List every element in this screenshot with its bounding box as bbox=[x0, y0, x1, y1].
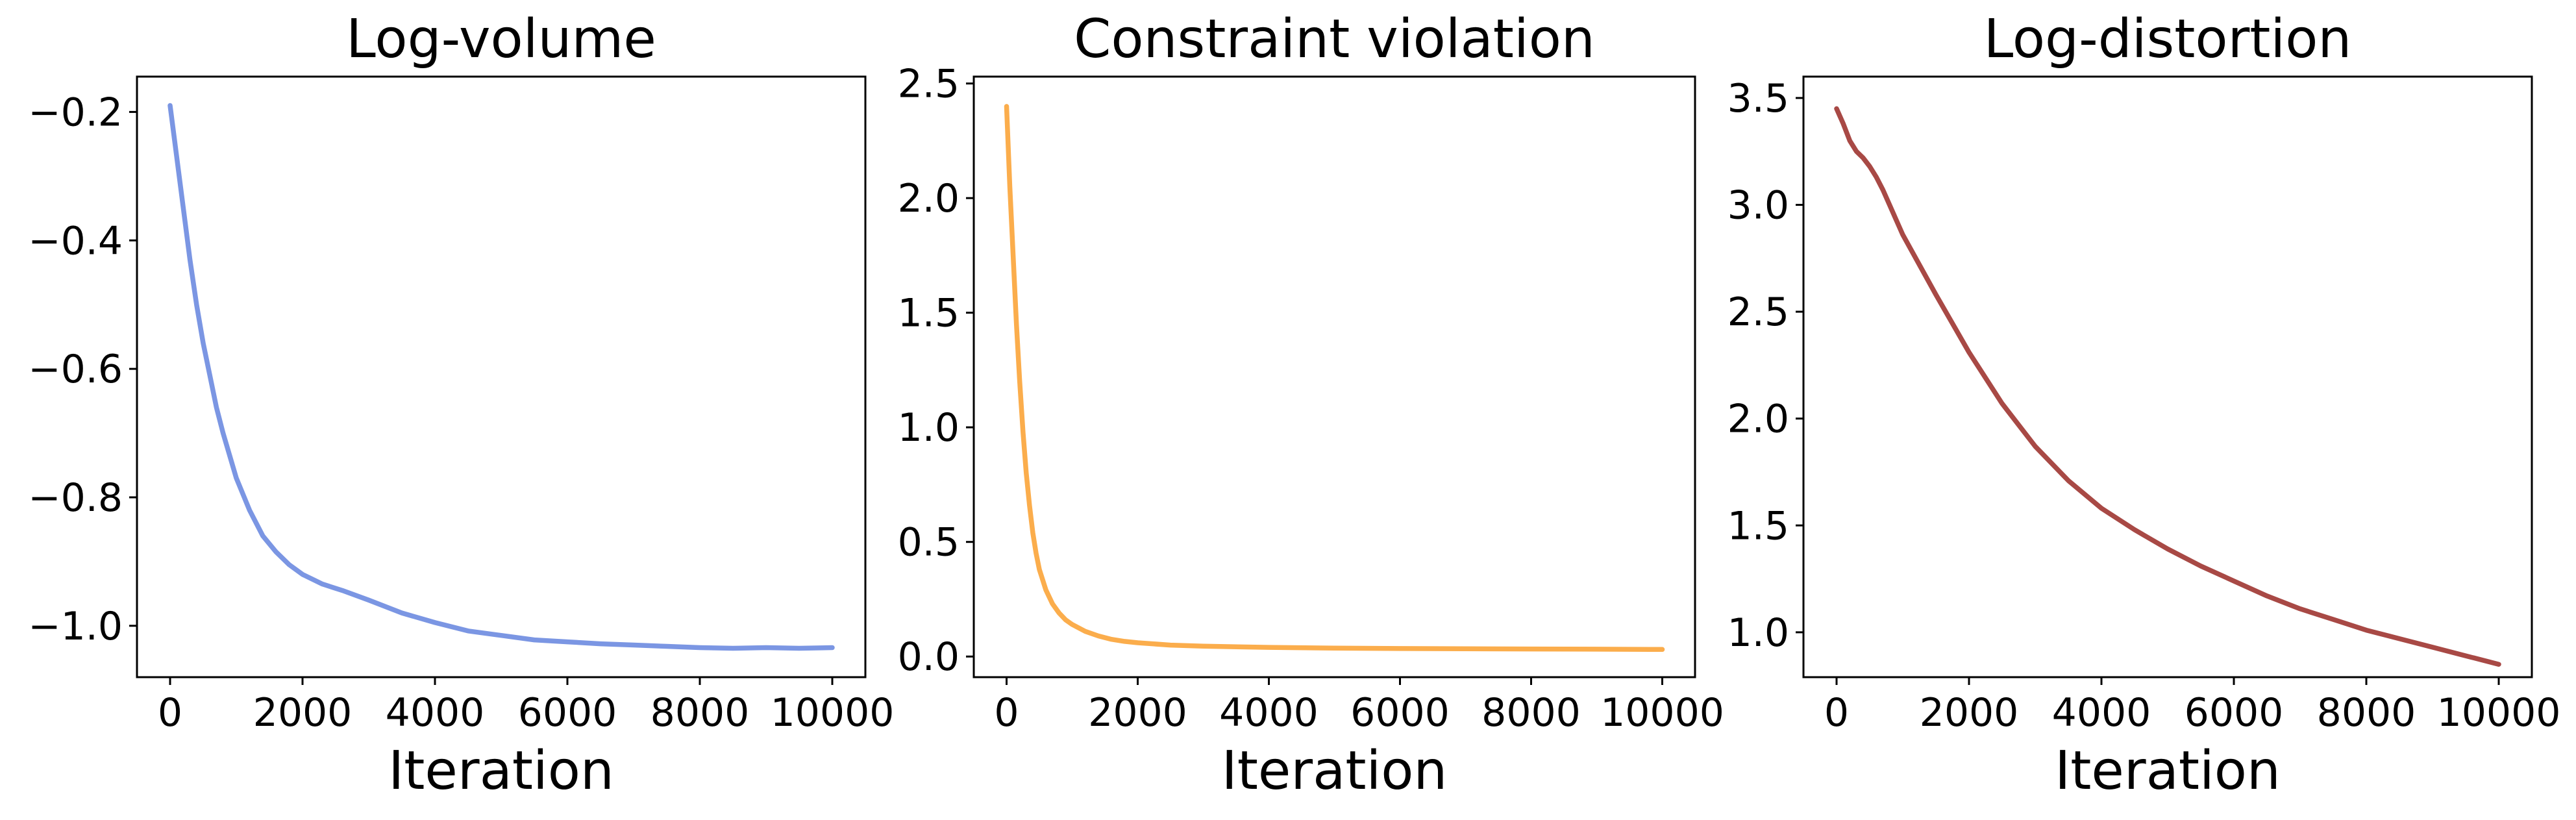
x-tick-label: 2000 bbox=[253, 690, 353, 736]
x-tick-label: 2000 bbox=[1088, 690, 1187, 736]
x-tick-label: 4000 bbox=[386, 690, 485, 736]
x-tick-label: 8000 bbox=[2317, 690, 2416, 736]
x-tick-label: 0 bbox=[994, 690, 1019, 736]
plot-frame bbox=[1802, 75, 2533, 678]
chart-title: Constraint violation bbox=[1074, 8, 1595, 70]
y-tick-label: 1.0 bbox=[898, 405, 960, 451]
y-tick-label: 2.5 bbox=[1728, 290, 1789, 335]
chart-panel-1: Log-volume Iteration 0 2000 4000 6000 8000 1000… bbox=[28, 8, 894, 802]
x-axis-label: Iteration bbox=[388, 740, 614, 802]
y-tick-label: −0.2 bbox=[28, 90, 123, 135]
series-line bbox=[1834, 106, 2501, 667]
x-tick-label: 10000 bbox=[2437, 690, 2561, 736]
y-tick-label: 0.0 bbox=[898, 634, 960, 680]
y-tick-label: 1.5 bbox=[1728, 503, 1789, 549]
y-tick-label: 1.5 bbox=[898, 291, 960, 336]
y-tick-label: 0.5 bbox=[898, 520, 960, 565]
y-tick-label: 2.0 bbox=[1728, 397, 1789, 442]
chart-title: Log-distortion bbox=[1984, 8, 2352, 70]
y-tick-label: 3.0 bbox=[1728, 183, 1789, 229]
y-tick-label: −1.0 bbox=[28, 604, 123, 649]
series-line bbox=[1004, 104, 1665, 652]
x-axis-label: Iteration bbox=[2055, 740, 2281, 802]
x-tick-label: 8000 bbox=[1481, 690, 1581, 736]
plot-frame bbox=[136, 75, 867, 678]
y-tick-label: −0.4 bbox=[28, 218, 123, 264]
plot-frame bbox=[972, 75, 1696, 678]
x-tick-label: 6000 bbox=[518, 690, 617, 736]
x-tick-label: 0 bbox=[1824, 690, 1849, 736]
y-tick-label: 2.0 bbox=[898, 176, 960, 221]
x-tick-label: 4000 bbox=[1219, 690, 1319, 736]
chart-title: Log-volume bbox=[346, 8, 656, 70]
y-tick-label: 3.5 bbox=[1728, 76, 1789, 121]
x-tick-label: 0 bbox=[158, 690, 182, 736]
y-tick-label: −0.8 bbox=[28, 475, 123, 521]
series-line bbox=[167, 103, 835, 651]
y-tick-label: −0.6 bbox=[28, 347, 123, 392]
x-tick-label: 6000 bbox=[1350, 690, 1450, 736]
y-tick-label: 2.5 bbox=[898, 62, 960, 107]
x-tick-label: 10000 bbox=[771, 690, 895, 736]
chart-panel-2: Constraint violation Iteration 0 2000 4000 60… bbox=[898, 8, 1724, 802]
x-axis-label: Iteration bbox=[1222, 740, 1448, 802]
x-tick-label: 6000 bbox=[2185, 690, 2284, 736]
x-tick-label: 4000 bbox=[2052, 690, 2151, 736]
chart-panel-3: Log-distortion Iteration 0 2000 4000 6000 8000… bbox=[1728, 8, 2561, 802]
y-tick-label: 1.0 bbox=[1728, 610, 1789, 656]
x-tick-label: 2000 bbox=[1920, 690, 2019, 736]
x-tick-label: 10000 bbox=[1600, 690, 1724, 736]
x-tick-label: 8000 bbox=[650, 690, 750, 736]
